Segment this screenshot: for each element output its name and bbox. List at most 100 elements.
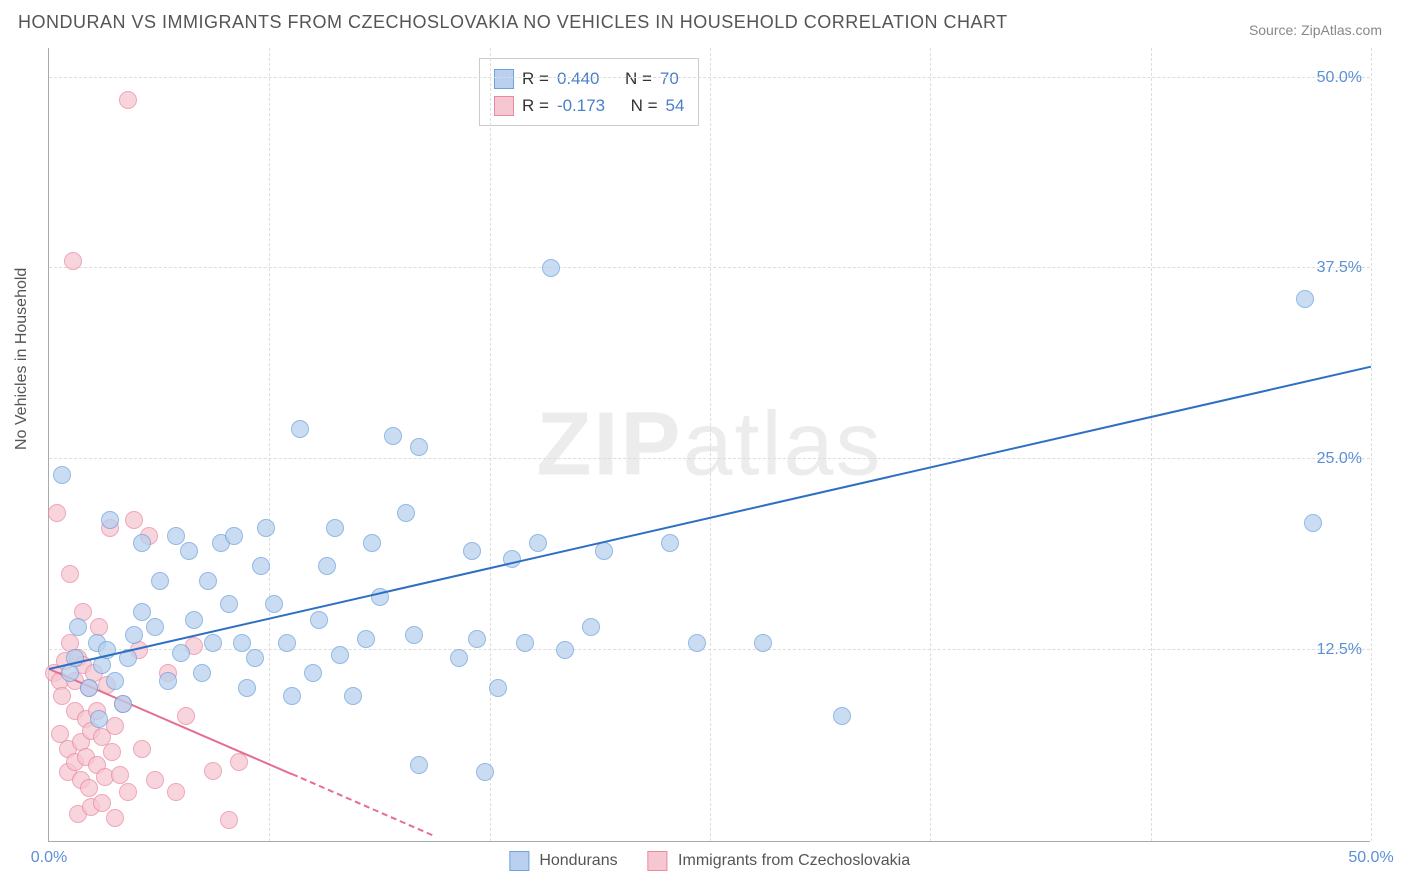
- legend-R-czech: -0.173: [557, 92, 605, 119]
- scatter-point-hondurans: [159, 672, 177, 690]
- scatter-point-hondurans: [468, 630, 486, 648]
- gridline-v: [490, 48, 491, 841]
- scatter-point-hondurans: [405, 626, 423, 644]
- scatter-point-hondurans: [252, 557, 270, 575]
- scatter-point-hondurans: [556, 641, 574, 659]
- scatter-point-hondurans: [1304, 514, 1322, 532]
- scatter-point-czech: [106, 717, 124, 735]
- scatter-point-czech: [111, 766, 129, 784]
- scatter-point-czech: [146, 771, 164, 789]
- gridline-v: [930, 48, 931, 841]
- scatter-point-hondurans: [61, 664, 79, 682]
- scatter-point-hondurans: [1296, 290, 1314, 308]
- scatter-point-hondurans: [661, 534, 679, 552]
- scatter-point-hondurans: [363, 534, 381, 552]
- scatter-point-hondurans: [384, 427, 402, 445]
- plot-area: ZIPatlas R = 0.440 N = 70 R = -0.173 N =…: [48, 48, 1370, 842]
- scatter-point-czech: [167, 783, 185, 801]
- scatter-point-hondurans: [80, 679, 98, 697]
- legend-R-label: R =: [522, 92, 549, 119]
- scatter-point-czech: [220, 811, 238, 829]
- scatter-point-hondurans: [542, 259, 560, 277]
- scatter-point-hondurans: [529, 534, 547, 552]
- legend-row-hondurans: R = 0.440 N = 70: [494, 65, 684, 92]
- bottom-legend-czech: Immigrants from Czechoslovakia: [648, 851, 911, 871]
- scatter-point-hondurans: [246, 649, 264, 667]
- scatter-point-hondurans: [172, 644, 190, 662]
- correlation-chart: HONDURAN VS IMMIGRANTS FROM CZECHOSLOVAK…: [0, 0, 1406, 892]
- y-axis-label: No Vehicles in Household: [13, 268, 31, 450]
- scatter-point-hondurans: [233, 634, 251, 652]
- scatter-point-hondurans: [463, 542, 481, 560]
- scatter-point-czech: [119, 783, 137, 801]
- scatter-point-hondurans: [133, 603, 151, 621]
- gridline-v: [1371, 48, 1372, 841]
- chart-title: HONDURAN VS IMMIGRANTS FROM CZECHOSLOVAK…: [18, 12, 1008, 33]
- legend-swatch-czech: [494, 96, 514, 116]
- scatter-point-hondurans: [331, 646, 349, 664]
- scatter-point-hondurans: [754, 634, 772, 652]
- scatter-point-hondurans: [397, 504, 415, 522]
- scatter-point-hondurans: [114, 695, 132, 713]
- scatter-point-hondurans: [193, 664, 211, 682]
- scatter-point-czech: [103, 743, 121, 761]
- scatter-point-czech: [119, 91, 137, 109]
- scatter-point-hondurans: [69, 618, 87, 636]
- legend-R-hondurans: 0.440: [557, 65, 600, 92]
- scatter-point-hondurans: [291, 420, 309, 438]
- bottom-legend-hondurans-label: Hondurans: [539, 852, 617, 869]
- scatter-point-hondurans: [283, 687, 301, 705]
- scatter-point-hondurans: [180, 542, 198, 560]
- scatter-point-hondurans: [220, 595, 238, 613]
- scatter-point-hondurans: [146, 618, 164, 636]
- scatter-point-czech: [64, 252, 82, 270]
- scatter-point-hondurans: [476, 763, 494, 781]
- scatter-point-czech: [61, 565, 79, 583]
- scatter-point-hondurans: [278, 634, 296, 652]
- legend-N-hondurans: 70: [660, 65, 679, 92]
- source-attribution: Source: ZipAtlas.com: [1249, 22, 1382, 38]
- scatter-point-hondurans: [582, 618, 600, 636]
- scatter-point-hondurans: [101, 511, 119, 529]
- scatter-point-hondurans: [185, 611, 203, 629]
- scatter-point-hondurans: [151, 572, 169, 590]
- scatter-point-hondurans: [516, 634, 534, 652]
- bottom-legend-czech-label: Immigrants from Czechoslovakia: [678, 852, 910, 869]
- scatter-point-hondurans: [238, 679, 256, 697]
- gridline-v: [710, 48, 711, 841]
- scatter-point-czech: [133, 740, 151, 758]
- scatter-point-hondurans: [450, 649, 468, 667]
- scatter-point-hondurans: [90, 710, 108, 728]
- scatter-point-hondurans: [318, 557, 336, 575]
- scatter-point-hondurans: [410, 756, 428, 774]
- scatter-point-czech: [106, 809, 124, 827]
- scatter-point-hondurans: [257, 519, 275, 537]
- legend-R-label: R =: [522, 65, 549, 92]
- scatter-point-czech: [48, 504, 66, 522]
- scatter-point-hondurans: [225, 527, 243, 545]
- legend-row-czech: R = -0.173 N = 54: [494, 92, 684, 119]
- scatter-point-hondurans: [326, 519, 344, 537]
- legend-swatch-hondurans: [509, 851, 529, 871]
- scatter-point-hondurans: [595, 542, 613, 560]
- scatter-point-czech: [93, 794, 111, 812]
- y-tick-label: 12.5%: [1317, 641, 1362, 659]
- y-tick-label: 37.5%: [1317, 259, 1362, 277]
- y-tick-label: 25.0%: [1317, 450, 1362, 468]
- legend-N-czech: 54: [666, 92, 685, 119]
- scatter-point-hondurans: [304, 664, 322, 682]
- scatter-point-hondurans: [167, 527, 185, 545]
- x-tick-label: 0.0%: [31, 849, 67, 867]
- bottom-legend: Hondurans Immigrants from Czechoslovakia: [509, 851, 910, 871]
- scatter-point-hondurans: [133, 534, 151, 552]
- legend-N-label: N =: [625, 65, 652, 92]
- scatter-point-czech: [125, 511, 143, 529]
- gridline-v: [1151, 48, 1152, 841]
- x-tick-label: 50.0%: [1348, 849, 1393, 867]
- legend-swatch-hondurans: [494, 69, 514, 89]
- bottom-legend-hondurans: Hondurans: [509, 851, 618, 871]
- trend-line-czech-dash: [292, 773, 433, 836]
- legend-N-label: N =: [631, 92, 658, 119]
- scatter-point-hondurans: [833, 707, 851, 725]
- scatter-point-hondurans: [344, 687, 362, 705]
